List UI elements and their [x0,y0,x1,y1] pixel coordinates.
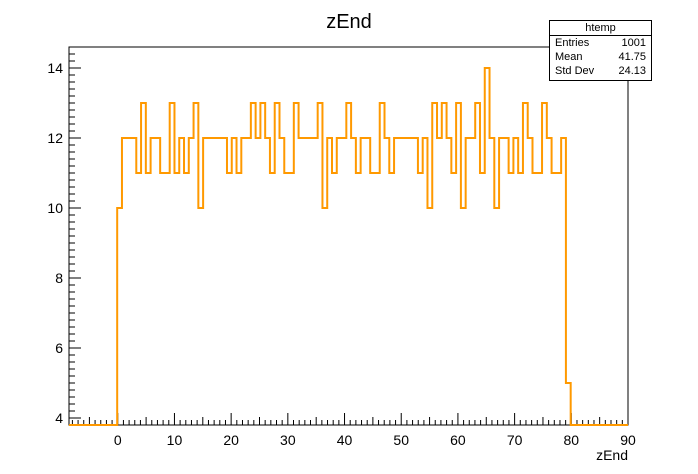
stats-row-mean: Mean 41.75 [550,50,651,64]
x-tick-label: 30 [280,432,296,448]
stats-label: Entries [555,37,590,49]
x-tick-label: 0 [114,432,122,448]
y-tick-label: 10 [47,200,63,216]
y-tick-label: 12 [47,130,63,146]
stats-label: Std Dev [555,65,595,77]
stats-value: 24.13 [618,65,646,77]
x-tick-label: 60 [450,432,466,448]
x-axis-label: zEnd [596,447,628,463]
stats-title: htemp [550,21,651,36]
x-tick-label: 40 [337,432,353,448]
stats-label: Mean [555,51,583,63]
y-tick-label: 14 [47,60,63,76]
x-tick-label: 20 [223,432,239,448]
y-tick-label: 6 [55,340,63,356]
x-tick-label: 50 [393,432,409,448]
x-tick-label: 90 [620,432,636,448]
stats-value: 41.75 [618,51,646,63]
x-tick-label: 10 [167,432,183,448]
axis-ticks: 0 10 20 30 40 50 60 70 80 90 4 6 8 10 12 14 [47,46,636,448]
x-tick-label: 80 [564,432,580,448]
histogram-line [69,67,628,426]
y-tick-label: 4 [55,410,63,426]
x-tick-label: 70 [507,432,523,448]
stats-value: 1001 [621,37,646,49]
stats-box: htemp Entries 1001 Mean 41.75 Std Dev 24… [549,20,652,81]
y-tick-label: 8 [55,270,63,286]
stats-row-entries: Entries 1001 [550,36,651,50]
chart-title: zEnd [326,11,372,33]
stats-row-stddev: Std Dev 24.13 [550,64,651,78]
